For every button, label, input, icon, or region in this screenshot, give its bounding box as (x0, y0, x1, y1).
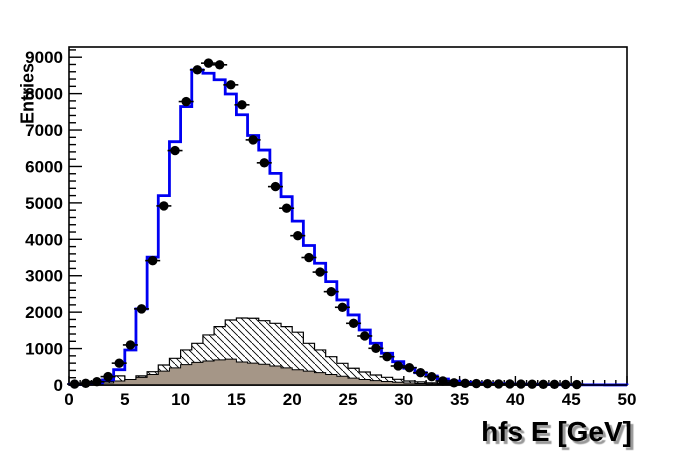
x-axis-title: hfs E [GeV] (481, 416, 632, 447)
x-tick-label: 30 (394, 390, 413, 409)
data-point (304, 252, 314, 263)
data-point (170, 145, 180, 156)
data-point (114, 358, 124, 368)
data-point (572, 379, 582, 390)
data-point (560, 379, 571, 390)
data-point (315, 267, 325, 277)
data-point (125, 340, 136, 350)
data-point (460, 378, 470, 389)
x-tick-label: 20 (283, 390, 302, 409)
data-point (348, 318, 359, 329)
y-tick-label: 3000 (25, 267, 63, 286)
plot-frame (68, 46, 628, 386)
data-point (69, 379, 80, 389)
data-point (471, 378, 482, 389)
y-tick-label: 0 (54, 376, 63, 395)
data-point (360, 331, 370, 341)
data-point (337, 302, 348, 312)
data-point (415, 367, 426, 378)
data-point (382, 351, 392, 362)
data-point (404, 362, 415, 373)
data-point (270, 181, 281, 192)
data-point (516, 379, 526, 389)
x-tick-label: 40 (506, 390, 525, 409)
data-point (226, 80, 236, 90)
data-point (281, 203, 292, 213)
data-point (371, 343, 381, 353)
data-point (326, 286, 336, 297)
data-point (538, 379, 548, 389)
data-point (449, 378, 459, 388)
y-tick-label: 8000 (25, 85, 63, 104)
data-point (393, 361, 403, 371)
x-tick-label: 0 (64, 390, 73, 409)
data-point (159, 201, 169, 211)
data-point (438, 376, 448, 386)
x-tick-label: 50 (618, 390, 637, 409)
y-tick-label: 7000 (25, 121, 63, 140)
y-tick-label: 6000 (25, 157, 63, 176)
x-tick-label: 15 (227, 390, 246, 409)
data-point (248, 135, 258, 145)
data-point (549, 379, 560, 390)
x-tick-label: 35 (450, 390, 469, 409)
y-tick-label: 9000 (25, 48, 63, 67)
data-point (192, 65, 203, 75)
y-tick-label: 5000 (25, 194, 63, 213)
data-point (527, 379, 537, 389)
data-point (505, 379, 515, 389)
data-point (136, 304, 147, 314)
data-point (259, 158, 269, 168)
y-tick-label: 1000 (25, 340, 63, 359)
x-tick-label: 10 (171, 390, 190, 409)
data-point (81, 378, 91, 389)
y-axis-title: Entries (17, 62, 38, 125)
x-tick-label: 25 (339, 390, 358, 409)
data-point (482, 379, 493, 389)
data-point (427, 371, 437, 382)
data-point (237, 100, 247, 110)
data-point (203, 58, 214, 68)
data-point (148, 255, 158, 266)
y-tick-label: 4000 (25, 230, 63, 249)
data-point (92, 377, 102, 387)
data-point (293, 230, 303, 241)
y-tick-label: 2000 (25, 303, 63, 322)
data-point (103, 371, 113, 382)
data-point (214, 60, 225, 70)
data-point (181, 96, 191, 107)
x-tick-label: 5 (120, 390, 129, 409)
data-point (493, 379, 504, 389)
x-tick-label: 45 (562, 390, 581, 409)
